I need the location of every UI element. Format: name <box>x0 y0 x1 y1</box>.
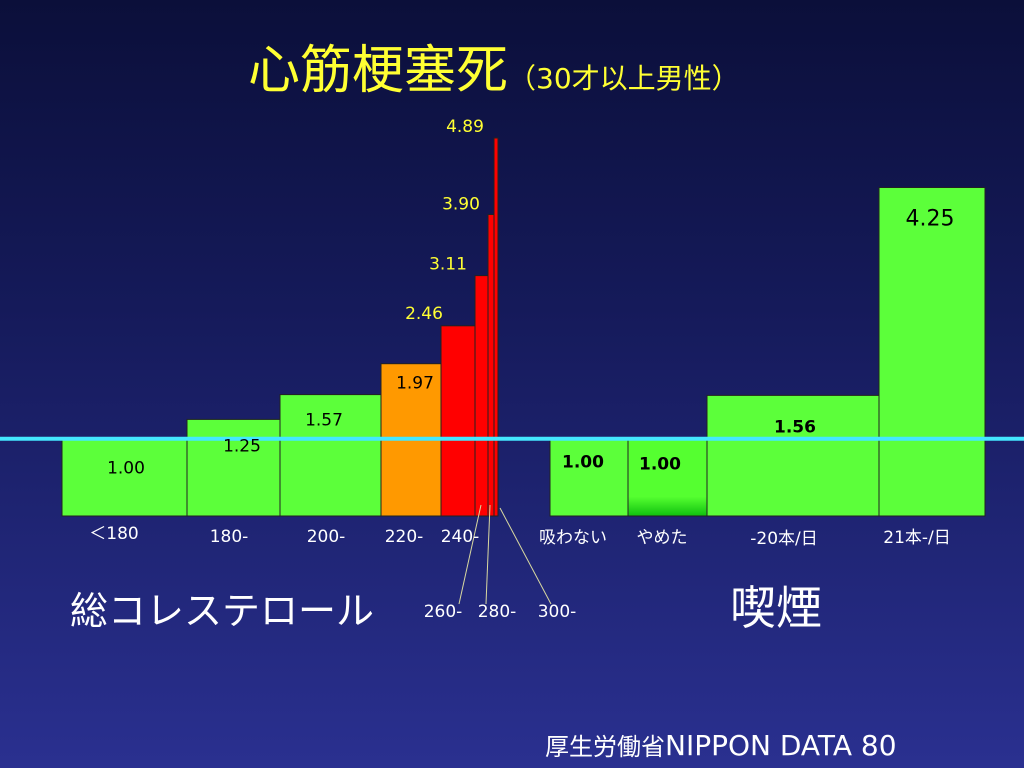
source-name: NIPPON DATA 80 <box>665 729 897 762</box>
cholesterol-value-label-2: 1.25 <box>223 437 261 457</box>
cholesterol-category-label-8: 300- <box>538 602 577 622</box>
smoking-category-label-4: 21本-/日 <box>883 528 951 548</box>
smoking-value-label-2: 1.00 <box>639 455 681 475</box>
cholesterol-value-label-7: 3.90 <box>442 195 480 215</box>
smoking-category-label-1: 吸わない <box>539 528 607 548</box>
smoking-bar-2 <box>627 438 708 517</box>
smoking-category-label-3: -20本/日 <box>750 529 818 549</box>
cholesterol-bar-6 <box>474 275 489 517</box>
cholesterol-bar-1 <box>61 438 188 517</box>
source-credit: 厚生労働省NIPPON DATA 80 <box>545 727 897 762</box>
cholesterol-value-label-5: 2.46 <box>405 304 443 324</box>
title-sub: （30才以上男性） <box>508 62 740 95</box>
cholesterol-category-label-2: 180- <box>210 527 249 547</box>
title-main: 心筋梗塞死 <box>248 41 509 101</box>
group-label-smoking: 喫煙 <box>730 581 822 635</box>
cholesterol-value-label-3: 1.57 <box>305 411 343 431</box>
cholesterol-category-label-6: 260- <box>424 602 463 622</box>
cholesterol-category-label-4: 220- <box>385 527 424 547</box>
group-label-cholesterol: 総コレステロール <box>70 589 375 633</box>
cholesterol-bar-8 <box>493 137 499 517</box>
cholesterol-leader-line-8 <box>499 507 552 605</box>
chart-title: 心筋梗塞死（30才以上男性） <box>248 28 740 103</box>
cholesterol-leader-line-7 <box>485 504 491 605</box>
smoking-category-label-2: やめた <box>637 528 688 548</box>
smoking-value-label-3: 1.56 <box>774 417 816 437</box>
cholesterol-category-label-5: 240- <box>441 527 480 547</box>
cholesterol-category-label-1: ＜180 <box>89 524 138 544</box>
cholesterol-value-label-8: 4.89 <box>446 117 484 137</box>
cholesterol-value-label-6: 3.11 <box>429 255 467 275</box>
cholesterol-value-label-4: 1.97 <box>396 374 434 394</box>
cholesterol-category-label-7: 280- <box>478 602 517 622</box>
smoking-value-label-1: 1.00 <box>562 453 604 473</box>
smoking-bar-4 <box>878 187 986 517</box>
cholesterol-value-label-1: 1.00 <box>107 459 145 479</box>
cholesterol-bar-2 <box>186 418 281 517</box>
smoking-value-label-4: 4.25 <box>906 207 955 232</box>
cholesterol-bar-7 <box>487 214 495 517</box>
source-prefix: 厚生労働省 <box>545 733 665 761</box>
cholesterol-leader-line-6 <box>458 504 482 605</box>
cholesterol-category-label-3: 200- <box>307 527 346 547</box>
smoking-bar-3 <box>706 394 880 517</box>
smoking-bar-1 <box>549 438 629 517</box>
cholesterol-bar-5 <box>440 325 476 517</box>
